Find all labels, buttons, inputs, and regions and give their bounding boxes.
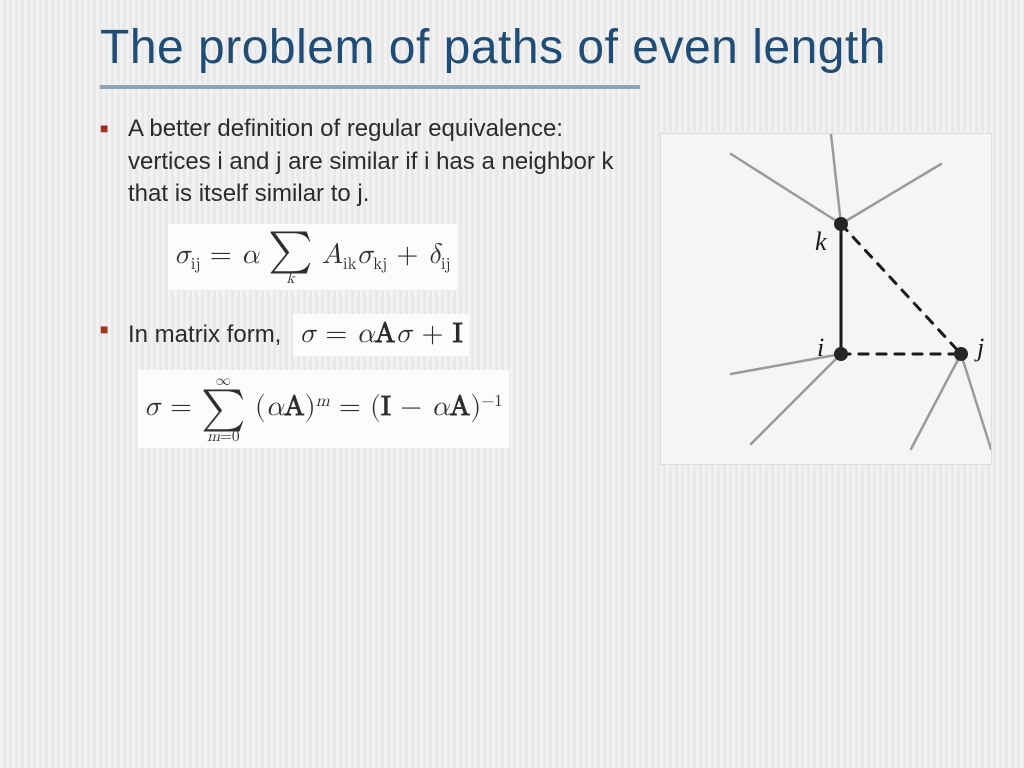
graph-svg: k i j (661, 134, 991, 464)
equation-sigma-ij: σij = α ∑ k Aikσkj + δij (140, 224, 640, 290)
title-underline (100, 85, 640, 89)
slide-title: The problem of paths of even length (100, 20, 964, 75)
bullet-item: In matrix form, σ = αAσ + I (100, 314, 640, 356)
bullet-text: In matrix form, (128, 319, 281, 351)
svg-text:i: i (817, 333, 824, 362)
svg-text:j: j (974, 333, 984, 362)
left-column: A better definition of regular equivalen… (100, 113, 640, 472)
math-eq2: σ = αAσ + I (293, 314, 468, 356)
slide: The problem of paths of even length A be… (0, 0, 1024, 768)
bullet-list: A better definition of regular equivalen… (100, 113, 640, 210)
content-area: A better definition of regular equivalen… (100, 113, 964, 472)
bullet-item: A better definition of regular equivalen… (100, 113, 640, 210)
svg-text:k: k (815, 227, 827, 256)
graph-diagram: k i j (660, 133, 992, 465)
right-column: k i j (640, 113, 992, 465)
math-eq3: σ = ∞ ∑ m=0 (αA)m = (I − αA)−1 (138, 370, 509, 448)
equation-series: σ = ∞ ∑ m=0 (αA)m = (I − αA)−1 (110, 370, 640, 448)
bullet-list-2: In matrix form, σ = αAσ + I (100, 314, 640, 356)
math-eq1: σij = α ∑ k Aikσkj + δij (168, 224, 457, 290)
